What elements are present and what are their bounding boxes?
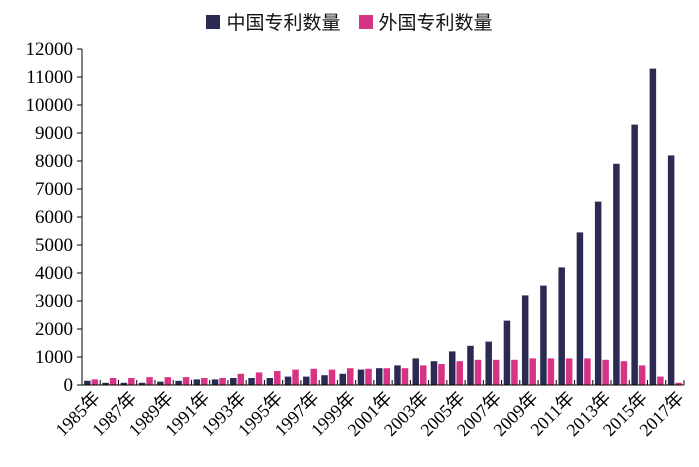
bar-china [485,341,492,385]
bar-china [230,378,237,385]
bar-china [248,378,255,385]
legend-swatch-china [206,14,221,29]
y-tick-label: 0 [64,375,74,396]
bar-china [193,379,201,385]
bar-foreign [328,369,336,385]
bar-foreign [511,359,518,385]
legend-item-china: 中国专利数量 [206,8,341,35]
bar-china [157,381,164,385]
bar-foreign [255,372,263,385]
y-tick-label: 9000 [35,123,73,144]
x-axis: 1985年1987年1989年1991年1993年1995年1997年1999年… [52,380,688,440]
bar-china [558,267,565,385]
legend-swatch-foreign [358,14,373,29]
y-tick-label: 8000 [35,151,73,172]
legend-label-foreign: 外国专利数量 [378,12,493,34]
bar-foreign [419,365,427,385]
bar-china [394,365,401,385]
bar-foreign [492,359,500,385]
bar-china [521,295,529,385]
y-tick-label: 5000 [35,235,73,256]
bar-china [649,68,657,385]
bar-china [667,155,675,385]
bar-foreign [182,377,190,385]
bar-china [266,378,274,385]
bar-foreign [146,377,153,385]
bar-china [321,375,328,385]
bars [84,68,682,385]
bar-foreign [292,369,299,385]
bar-china [211,379,219,385]
bar-foreign [383,368,390,385]
bar-foreign [365,368,372,385]
bar-china [631,124,638,385]
bar-china [503,320,511,385]
bar-china [430,361,438,385]
bar-china [84,380,91,385]
bar-china [412,358,419,385]
bar-foreign [201,378,208,385]
bar-china [339,373,347,385]
y-tick-label: 11000 [26,67,73,88]
bar-foreign [128,378,135,385]
bar-foreign [219,378,226,385]
bar-foreign [638,365,646,385]
y-tick-label: 4000 [35,263,73,284]
bar-china [540,285,547,385]
bar-foreign [474,359,482,385]
bar-china [576,232,584,385]
bar-china [594,201,602,385]
bar-foreign [401,368,409,385]
bar-foreign [310,368,318,385]
y-tick-label: 1000 [35,347,73,368]
bar-foreign [438,364,445,385]
bar-foreign [620,361,628,385]
legend: 中国专利数量 外国专利数量 [0,8,699,35]
bar-foreign [347,368,354,385]
legend-item-foreign: 外国专利数量 [358,8,493,35]
bar-china [284,376,292,385]
bar-foreign [675,382,682,385]
y-tick-label: 3000 [35,291,73,312]
bar-foreign [584,358,591,385]
bar-china [448,351,456,385]
bar-china [376,368,383,385]
bar-china [175,380,182,385]
y-tick-label: 7000 [35,179,73,200]
bar-foreign [565,358,573,385]
bar-china [120,382,128,385]
bar-foreign [91,379,99,385]
bar-china [303,376,310,385]
y-tick-label: 6000 [35,207,73,228]
bar-foreign [602,359,609,385]
bar-foreign [456,361,463,385]
bar-foreign [164,377,172,385]
bar-china [357,369,365,385]
legend-label-china: 中国专利数量 [226,12,341,34]
bar-china [102,382,109,385]
bar-china [467,345,474,385]
bar-foreign [657,376,664,385]
bar-foreign [237,373,245,385]
y-tick-label: 12000 [26,39,74,60]
y-tick-label: 2000 [35,319,73,340]
bar-china [613,163,620,385]
bar-foreign [529,358,536,385]
y-tick-label: 10000 [26,95,74,116]
bar-foreign [547,358,555,385]
y-axis: 0 1000 2000 3000 4000 5000 6000 7000 8000 9000 100… [26,39,83,396]
bar-china [138,382,146,385]
bar-foreign [274,371,281,385]
bar-foreign [109,378,117,385]
